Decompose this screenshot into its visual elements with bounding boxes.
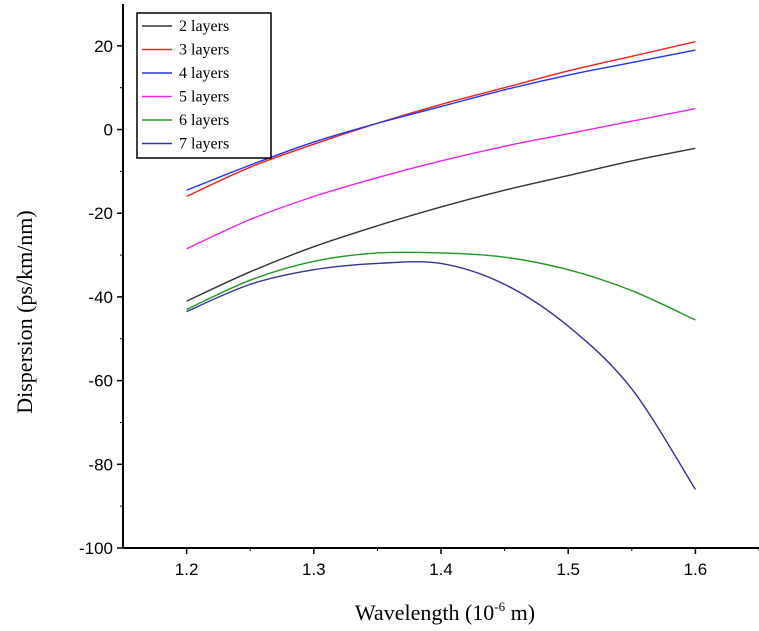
series-line-5-layers xyxy=(186,107,696,250)
legend-label: 6 layers xyxy=(179,112,229,129)
y-tick-label: -60 xyxy=(88,372,113,391)
x-tick-label: 1.3 xyxy=(302,560,326,579)
legend: 2 layers 3 layers 4 layers 5 layers 6 layers… xyxy=(136,12,272,159)
y-tick-label: -80 xyxy=(88,455,113,474)
series-line-6-layers xyxy=(186,251,696,321)
legend-label: 3 layers xyxy=(179,42,229,59)
legend-label: 4 layers xyxy=(179,65,229,82)
y-tick-label: -100 xyxy=(79,539,113,558)
y-axis-label: Dispersion (ps/km/nm) xyxy=(12,210,37,414)
series-line-2-layers xyxy=(186,147,696,302)
x-tick-label: 1.6 xyxy=(684,560,708,579)
legend-box xyxy=(136,12,272,159)
series-line-3-layers xyxy=(186,40,696,198)
x-tick-label: 1.5 xyxy=(556,560,580,579)
legend-label: 7 layers xyxy=(179,136,229,153)
x-axis-label-exponent: -6 xyxy=(494,599,505,614)
x-axis-label-tail: m) xyxy=(505,600,535,625)
y-tick-label: 0 xyxy=(104,121,113,140)
axes: -100 -80 -60 -40 -20 0 20 1.2 1.3 1.4 1.5 1.6 xyxy=(79,4,759,579)
legend-label: 2 layers xyxy=(179,18,229,35)
series-line-7-layers xyxy=(186,260,696,490)
x-axis-label-main: Wavelength (10 xyxy=(355,600,494,625)
y-tick-label: 20 xyxy=(94,37,113,56)
x-axis-label: Wavelength (10-6 m) xyxy=(355,599,535,625)
y-tick-label: -40 xyxy=(88,288,113,307)
x-tick-label: 1.2 xyxy=(175,560,199,579)
x-tick-label: 1.4 xyxy=(429,560,453,579)
legend-label: 5 layers xyxy=(179,89,229,106)
y-tick-label: -20 xyxy=(88,204,113,223)
